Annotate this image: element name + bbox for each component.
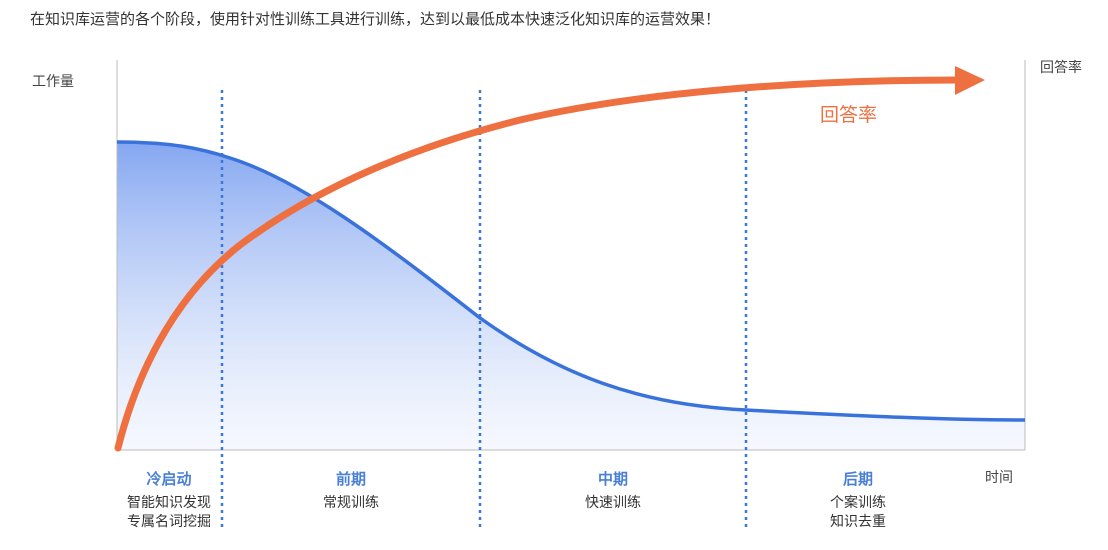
- phase-name: 前期: [336, 470, 366, 488]
- phase-name: 中期: [598, 470, 628, 488]
- phase-task: 知识去重: [830, 513, 886, 530]
- phase-name: 冷启动: [146, 470, 191, 488]
- phase-task: 专属名词挖掘: [127, 514, 211, 530]
- workload-curve: [116, 140, 1026, 422]
- phase-dividers: [220, 90, 748, 530]
- phase-task: 快速训练: [585, 495, 641, 511]
- phase-name: 后期: [843, 470, 873, 488]
- phase-task: 个案训练: [830, 494, 886, 511]
- title: 在知识库运营的各个阶段，使用针对性训练工具进行训练，达到以最低成本快速泛化知识库…: [30, 10, 720, 28]
- curve-label: 回答率: [820, 104, 877, 126]
- workload-area: [117, 142, 1025, 450]
- x-axis-label: 时间: [985, 470, 1013, 486]
- y2-axis-label: 回答率: [1040, 59, 1082, 76]
- y-axis-label: 工作量: [32, 74, 74, 90]
- arrow-head: [955, 66, 985, 95]
- answer-rate-curve: [114, 76, 964, 452]
- phase-task: 常规训练: [323, 495, 379, 511]
- phase-task: 智能知识发现: [127, 494, 211, 511]
